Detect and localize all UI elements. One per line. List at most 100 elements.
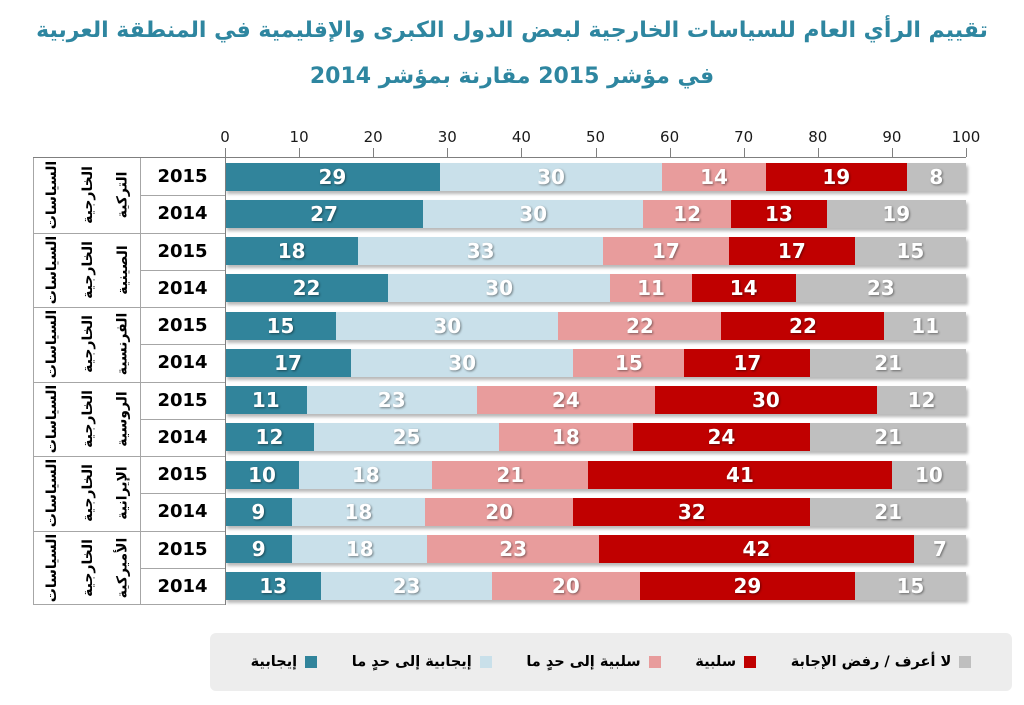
category-groups: السياسات الخارجية التركية 2015 29 30 14 19 8 2014… bbox=[33, 158, 966, 605]
stacked-bar: 12 25 18 24 21 bbox=[225, 423, 966, 452]
category-label-word-column: الأميركية bbox=[105, 531, 140, 606]
category-label-word-column: التركية bbox=[105, 158, 140, 233]
category-label-word: الخارجية bbox=[79, 538, 96, 597]
axis-tick-label: 90 bbox=[882, 128, 902, 146]
year-label: 2014 bbox=[157, 203, 208, 225]
bar-segment-dont-know: 21 bbox=[810, 348, 966, 377]
axis-tick-mark bbox=[891, 148, 893, 157]
legend: إيجابية إيجابية إلى حدٍ ما سلبية إلى حدٍ م… bbox=[210, 633, 1012, 691]
stacked-bar: 13 23 20 29 15 bbox=[225, 572, 966, 601]
bar-segment-negative: 42 bbox=[599, 535, 914, 563]
category-label-word: الخارجية bbox=[79, 240, 96, 299]
bar-segment-positive: 27 bbox=[225, 199, 424, 228]
bar-segment-somewhat-positive: 18 bbox=[299, 460, 433, 489]
category-group-border bbox=[33, 456, 225, 457]
category-group-border bbox=[33, 604, 225, 605]
axis-line bbox=[33, 157, 966, 158]
legend-item: سلبية bbox=[695, 654, 757, 670]
stacked-bar: 15 30 22 22 11 bbox=[225, 311, 966, 340]
axis-tick-mark bbox=[817, 148, 819, 157]
bar-row: 15 30 22 22 11 bbox=[225, 307, 966, 344]
chart-plot-area: 0 10 20 30 40 50 60 70 80 90 100 السياسات الخارجية ا… bbox=[33, 128, 980, 605]
year-divider-line bbox=[140, 344, 225, 346]
bar-row: 11 23 24 30 12 bbox=[225, 382, 966, 419]
bar-segment-somewhat-positive: 23 bbox=[321, 572, 492, 601]
bar-row: 9 18 23 42 7 bbox=[225, 531, 966, 568]
category-label-word-column: الخارجية bbox=[70, 158, 105, 233]
category-label-word: الخارجية bbox=[79, 166, 96, 225]
stacked-bar: 29 30 14 19 8 bbox=[225, 162, 966, 191]
legend-swatch bbox=[744, 656, 757, 668]
legend-label: سلبية إلى حدٍ ما bbox=[526, 654, 641, 670]
year-label: 2014 bbox=[157, 352, 208, 374]
stacked-bar: 11 23 24 30 12 bbox=[225, 386, 966, 414]
bar-segment-positive: 18 bbox=[225, 237, 359, 265]
bar-segment-negative: 24 bbox=[632, 423, 811, 452]
category-label-word: الأميركية bbox=[114, 537, 131, 599]
stacked-bar: 10 18 21 41 10 bbox=[225, 460, 966, 489]
category-label-word-column: الإيرانية bbox=[105, 456, 140, 531]
year-label: 2015 bbox=[157, 240, 208, 262]
category-label-word-column: الخارجية bbox=[70, 382, 105, 457]
bar-segment-somewhat-positive: 23 bbox=[306, 386, 477, 414]
axis-tick-mark bbox=[373, 148, 375, 157]
bar-segment-dont-know: 15 bbox=[854, 237, 966, 265]
category-label-word-column: السياسات bbox=[35, 233, 70, 308]
category-label-word-column: الخارجية bbox=[70, 307, 105, 382]
bar-segment-positive: 10 bbox=[225, 460, 300, 489]
bar-segment-negative: 13 bbox=[731, 199, 827, 228]
legend-label: إيجابية bbox=[250, 654, 298, 670]
bar-row: 17 30 15 17 21 bbox=[225, 344, 966, 381]
bar-segment-negative: 32 bbox=[573, 497, 811, 526]
stacked-bar: 9 18 20 32 21 bbox=[225, 497, 966, 526]
category-label-word: السياسات bbox=[44, 235, 61, 304]
bar-segment-dont-know: 21 bbox=[810, 423, 966, 452]
category-group-border bbox=[33, 530, 225, 532]
bar-segment-positive: 13 bbox=[225, 572, 322, 601]
year-label: 2015 bbox=[157, 464, 208, 486]
title-line-1: تقييم الرأي العام للسياسات الخارجية لبعض… bbox=[36, 18, 988, 43]
axis-tick-mark bbox=[595, 148, 597, 157]
stacked-bar: 27 30 12 13 19 bbox=[225, 199, 966, 228]
axis-tick-mark bbox=[966, 148, 967, 157]
category-group-border bbox=[33, 307, 225, 308]
year-label: 2015 bbox=[157, 538, 208, 560]
bar-segment-dont-know: 21 bbox=[810, 497, 966, 526]
axis-tick-label: 40 bbox=[511, 128, 531, 146]
year-label: 2015 bbox=[157, 166, 208, 188]
year-label: 2014 bbox=[157, 501, 208, 523]
bar-row: 18 33 17 17 15 bbox=[225, 233, 966, 270]
axis-tick-label: 20 bbox=[363, 128, 383, 146]
stacked-bar: 9 18 23 42 7 bbox=[225, 535, 966, 563]
category-label-word: السياسات bbox=[44, 459, 61, 528]
legend-swatch bbox=[479, 656, 492, 668]
bar-segment-somewhat-positive: 30 bbox=[439, 162, 663, 191]
bar-segment-negative: 19 bbox=[765, 162, 907, 191]
category-label-word: الخارجية bbox=[79, 315, 96, 374]
bar-segment-negative: 14 bbox=[691, 274, 796, 303]
category-label-word-column: الفرنسية bbox=[105, 307, 140, 382]
category-label-word-column: السياسات bbox=[35, 307, 70, 382]
bar-segment-dont-know: 23 bbox=[795, 274, 966, 303]
category-label-word: التركية bbox=[114, 171, 131, 219]
bar-segment-positive: 22 bbox=[225, 274, 389, 303]
year-label: 2014 bbox=[157, 277, 208, 299]
axis-tick-mark bbox=[225, 148, 226, 157]
category-label-word-column: السياسات bbox=[35, 382, 70, 457]
legend-item: سلبية إلى حدٍ ما bbox=[526, 654, 661, 670]
stacked-bar: 18 33 17 17 15 bbox=[225, 237, 966, 265]
year-divider-line bbox=[140, 493, 225, 495]
category-label-word-column: السياسات bbox=[35, 531, 70, 606]
bar-row: 27 30 12 13 19 bbox=[225, 195, 966, 232]
category-label-word: السياسات bbox=[44, 310, 61, 379]
bar-segment-positive: 29 bbox=[225, 162, 440, 191]
category-label-word: الخارجية bbox=[79, 464, 96, 523]
bar-segment-negative: 22 bbox=[721, 311, 885, 340]
year-divider-line bbox=[140, 567, 225, 569]
bar-row: 29 30 14 19 8 bbox=[225, 158, 966, 195]
bar-segment-dont-know: 12 bbox=[877, 386, 966, 414]
category-group: السياسات الخارجية الصينية 2015 18 33 17 17 15 201… bbox=[33, 232, 966, 308]
category-label-word: الصينية bbox=[114, 245, 131, 295]
category-group: السياسات الخارجية الإيرانية 2015 10 18 21 41 10 2… bbox=[33, 456, 966, 531]
